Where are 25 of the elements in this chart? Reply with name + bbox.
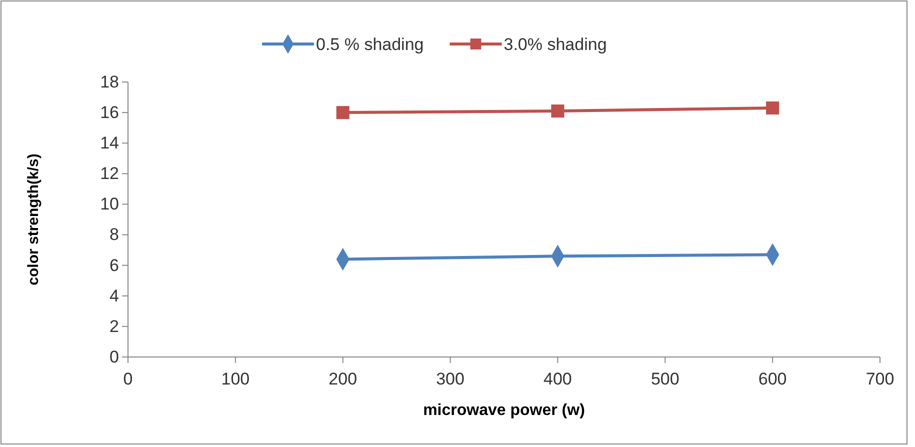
x-axis-title: microwave power (w): [423, 402, 585, 419]
legend-label: 0.5 % shading: [316, 35, 424, 54]
point: [336, 106, 350, 120]
y-tick-label: 6: [110, 256, 119, 275]
x-tick-label: 400: [544, 370, 572, 389]
x-tick-label: 300: [436, 370, 464, 389]
x-tick-label: 0: [123, 370, 133, 389]
y-tick-label: 14: [100, 134, 119, 153]
x-tick-label: 600: [758, 370, 787, 389]
point: [551, 104, 564, 118]
x-tick-label: 500: [650, 370, 680, 389]
y-tick-label: 16: [100, 102, 119, 122]
y-tick-label: 4: [110, 286, 119, 306]
y-tick-label: 0: [110, 347, 119, 366]
y-tick-label: 12: [100, 164, 119, 184]
y-tick-label: 18: [100, 72, 119, 92]
x-tick-label: 100: [221, 370, 250, 389]
y-tick-label: 10: [100, 194, 119, 214]
point: [766, 101, 780, 114]
y-tick-label: 8: [110, 225, 119, 244]
x-tick-label: 200: [328, 370, 358, 389]
legend-label: 3.0% shading: [504, 35, 607, 54]
y-axis-title: color strength(k/s): [25, 154, 42, 286]
y-tick-label: 2: [110, 316, 119, 336]
x-tick-label: 700: [866, 370, 894, 389]
